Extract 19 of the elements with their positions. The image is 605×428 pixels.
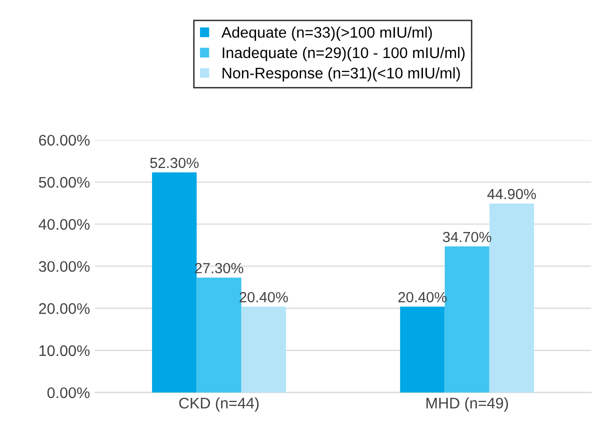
legend-label: Non-Response (n=31)(<10 mIU/ml)	[222, 67, 460, 82]
y-tick-label: 20.00%	[39, 303, 90, 314]
data-label: 44.90%	[487, 188, 536, 200]
y-tick-label: 50.00%	[38, 176, 90, 188]
bar	[196, 278, 242, 392]
bar	[152, 172, 197, 392]
y-tick-label: 60.00%	[39, 134, 90, 146]
bar	[241, 306, 286, 392]
bar	[400, 306, 445, 392]
y-tick-label: 40.00%	[38, 218, 90, 230]
x-tick-label: MHD (n=49)	[426, 397, 508, 412]
y-tick-label: 30.00%	[38, 261, 90, 272]
legend-label: Inadequate (n=29)(10 - 100 mIU/ml)	[222, 46, 465, 62]
y-tick-label: 0.00%	[47, 387, 90, 398]
y-tick-label: 10.00%	[39, 345, 90, 356]
data-label: 52.30%	[150, 158, 199, 168]
x-tick-label: CKD (n=44)	[179, 397, 259, 412]
data-label: 34.70%	[442, 232, 492, 242]
legend-label: Adequate (n=33)(>100 mIU/ml)	[221, 26, 432, 41]
